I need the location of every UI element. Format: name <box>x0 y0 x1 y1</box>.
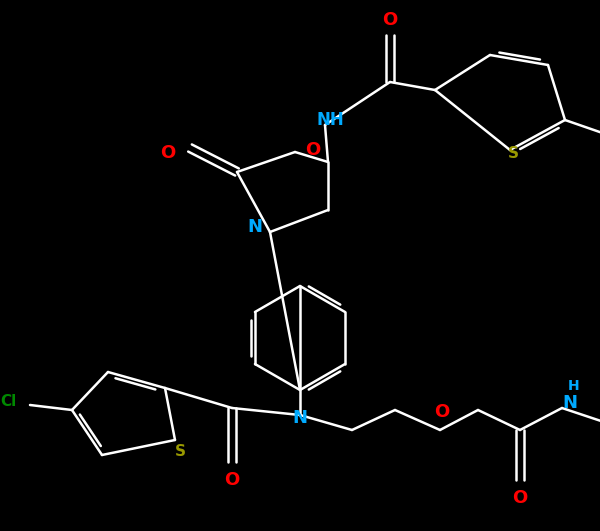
Text: S: S <box>175 444 185 459</box>
Text: N: N <box>248 218 263 236</box>
Text: O: O <box>434 403 449 421</box>
Text: O: O <box>160 144 176 162</box>
Text: S: S <box>508 145 518 160</box>
Text: H: H <box>568 379 580 393</box>
Text: O: O <box>382 11 398 29</box>
Text: N: N <box>563 394 577 412</box>
Text: N: N <box>293 409 308 427</box>
Text: O: O <box>305 141 320 159</box>
Text: O: O <box>224 471 239 489</box>
Text: O: O <box>512 489 527 507</box>
Text: NH: NH <box>316 111 344 129</box>
Text: Cl: Cl <box>0 393 16 408</box>
